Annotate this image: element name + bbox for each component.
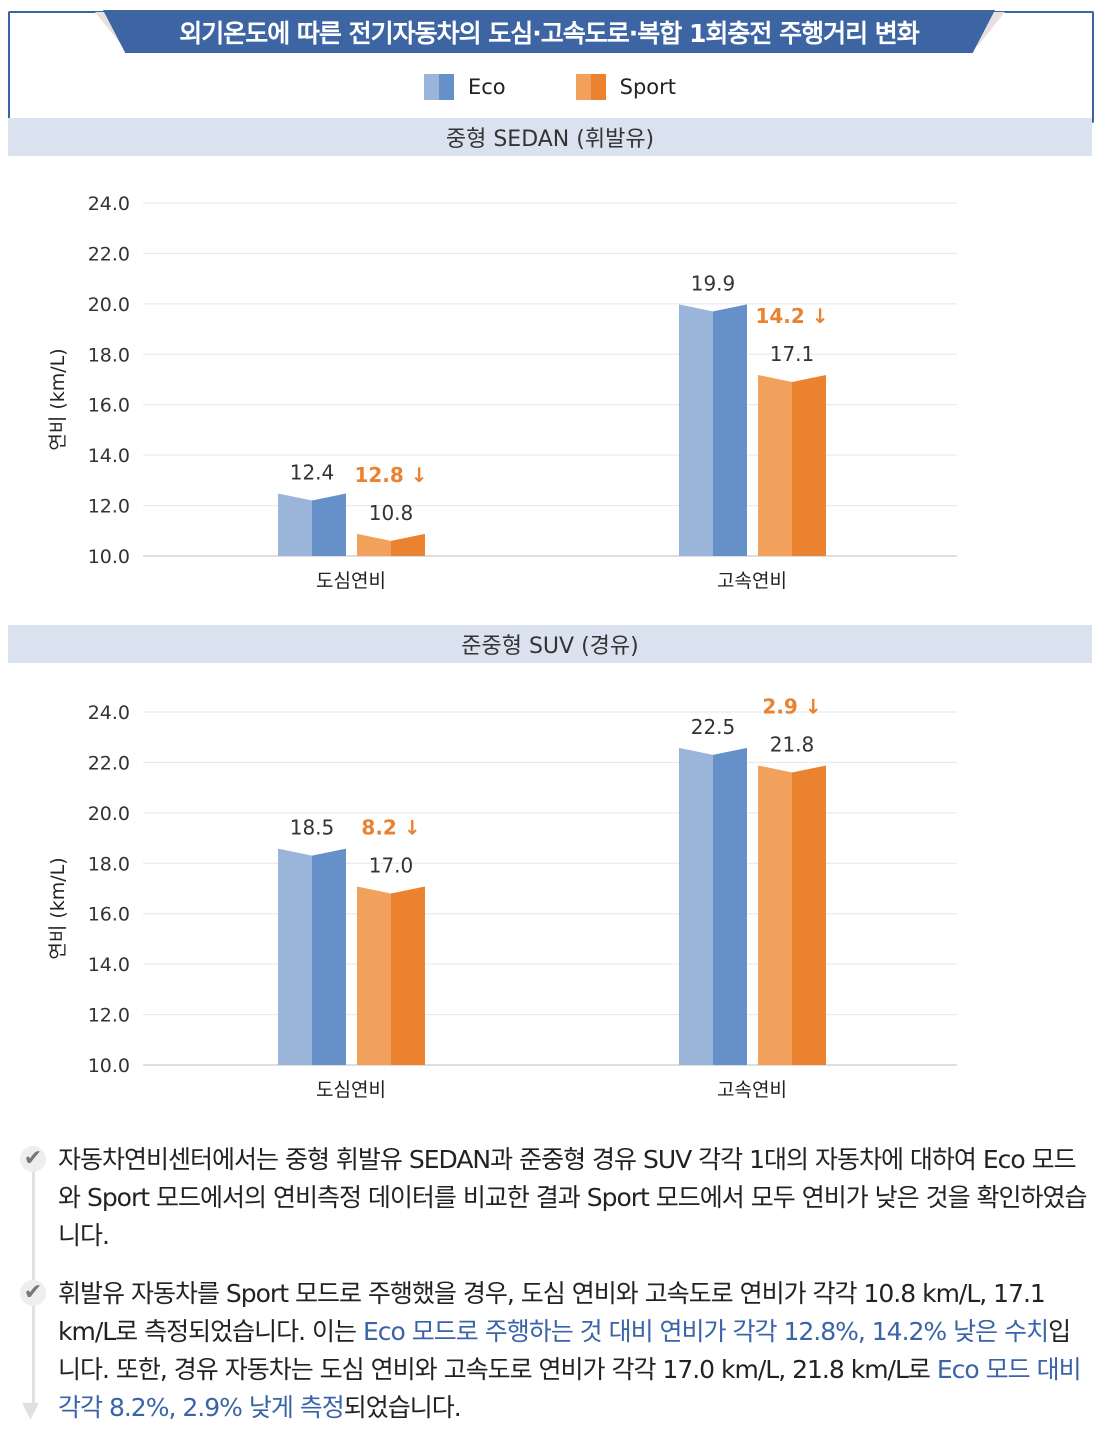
legend-label: Eco <box>467 75 506 99</box>
y-tick-label: 10.0 <box>88 1055 130 1077</box>
y-tick-label: 14.0 <box>88 954 130 976</box>
reduction-annotation: 12.8 ↓ <box>354 463 427 487</box>
check-icon: ✔ <box>20 1146 46 1172</box>
x-tick-label: 고속연비 <box>717 570 787 592</box>
y-tick-label: 22.0 <box>88 752 130 774</box>
data-label: 18.5 <box>290 816 335 840</box>
eco-bar-left <box>278 493 312 556</box>
chart-title-sedan: 중형 SEDAN (휘발유) <box>8 118 1092 156</box>
page-title: 외기온도에 따른 전기자동차의 도심·고속도로·복합 1회충전 주행거리 변화 <box>103 10 995 53</box>
sport-bar <box>391 533 425 556</box>
sport-bar <box>792 374 826 556</box>
legend-label: Sport <box>619 75 677 99</box>
reduction-annotation: 14.2 ↓ <box>755 304 828 328</box>
sport-bar-left <box>758 374 792 556</box>
eco-bar <box>713 747 747 1065</box>
note-paragraph: 휘발유 자동차를 Sport 모드로 주행했을 경우, 도심 연비와 고속도로 … <box>58 1275 1088 1427</box>
sport-bar-left <box>357 886 391 1065</box>
data-label: 22.5 <box>691 715 736 739</box>
highlight-text: Eco 모드로 주행하는 것 대비 연비가 각각 12.8%, 14.2% 낮은… <box>362 1317 1049 1346</box>
data-label: 21.8 <box>770 732 815 756</box>
y-tick-label: 18.0 <box>88 853 130 875</box>
eco-bar <box>312 848 346 1065</box>
highlight-text: Eco 모드 대비 각각 8.2%, 2.9% 낮게 측정 <box>58 1355 1082 1422</box>
note-text: 자동차연비센터에서는 중형 휘발유 SEDAN과 준중형 경유 SUV 각각 1… <box>58 1145 1088 1250</box>
sedan-chart: 10.0 12.0 14.0 16.0 18.0 20.0 22.0 24.0 연비 (km/L… <box>47 193 957 592</box>
legend: Eco Sport <box>0 74 1100 100</box>
arrow-down-icon: ▼ <box>22 1398 39 1423</box>
eco-bar <box>713 304 747 556</box>
note-text: 되었습니다. <box>343 1393 462 1422</box>
y-tick-label: 20.0 <box>88 294 130 316</box>
chart-title-suv: 준중형 SUV (경유) <box>8 625 1092 663</box>
sport-bar <box>792 765 826 1065</box>
y-tick-label: 12.0 <box>88 1005 130 1027</box>
suv-chart: 10.0 12.0 14.0 16.0 18.0 20.0 22.0 24.0 연비 (km/L… <box>47 694 957 1101</box>
data-label: 17.1 <box>770 342 815 366</box>
legend-sport: Sport <box>575 74 677 100</box>
data-label: 10.8 <box>369 501 414 525</box>
sport-bar <box>391 886 425 1065</box>
eco-bar <box>312 493 346 556</box>
y-tick-label: 12.0 <box>88 496 130 518</box>
x-tick-label: 도심연비 <box>316 1079 386 1101</box>
y-tick-label: 18.0 <box>88 344 130 366</box>
check-icon: ✔ <box>20 1280 46 1306</box>
data-label: 19.9 <box>691 271 736 295</box>
data-label: 12.4 <box>290 460 335 484</box>
reduction-annotation: 2.9 ↓ <box>762 694 821 718</box>
eco-swatch <box>423 74 454 100</box>
x-tick-label: 도심연비 <box>316 570 386 592</box>
note-text: 휘발유 자동차를 Sport 모드로 주행했을 경우, 도심 연비와 고속도로 … <box>58 1279 1046 1346</box>
y-tick-label: 10.0 <box>88 546 130 568</box>
legend-eco: Eco <box>423 74 506 100</box>
sport-swatch <box>575 74 606 100</box>
note-paragraph: 자동차연비센터에서는 중형 휘발유 SEDAN과 준중형 경유 SUV 각각 1… <box>58 1141 1088 1255</box>
sport-bar-left <box>758 765 792 1065</box>
y-axis-label: 연비 (km/L) <box>47 857 69 959</box>
y-tick-label: 22.0 <box>88 243 130 265</box>
y-axis-label: 연비 (km/L) <box>47 348 69 450</box>
y-tick-label: 16.0 <box>88 904 130 926</box>
y-tick-label: 16.0 <box>88 395 130 417</box>
data-label: 17.0 <box>369 854 414 878</box>
note-text: 입니다. 또한, 경유 자동차는 도심 연비와 고속도로 연비가 각각 17.0… <box>58 1317 1071 1384</box>
y-tick-label: 14.0 <box>88 445 130 467</box>
x-tick-label: 고속연비 <box>717 1079 787 1101</box>
eco-bar-left <box>679 304 713 556</box>
sport-bar-left <box>357 533 391 556</box>
y-tick-label: 20.0 <box>88 803 130 825</box>
reduction-annotation: 8.2 ↓ <box>361 816 420 840</box>
y-tick-label: 24.0 <box>88 193 130 215</box>
y-tick-label: 24.0 <box>88 702 130 724</box>
eco-bar-left <box>679 747 713 1065</box>
eco-bar-left <box>278 848 312 1065</box>
